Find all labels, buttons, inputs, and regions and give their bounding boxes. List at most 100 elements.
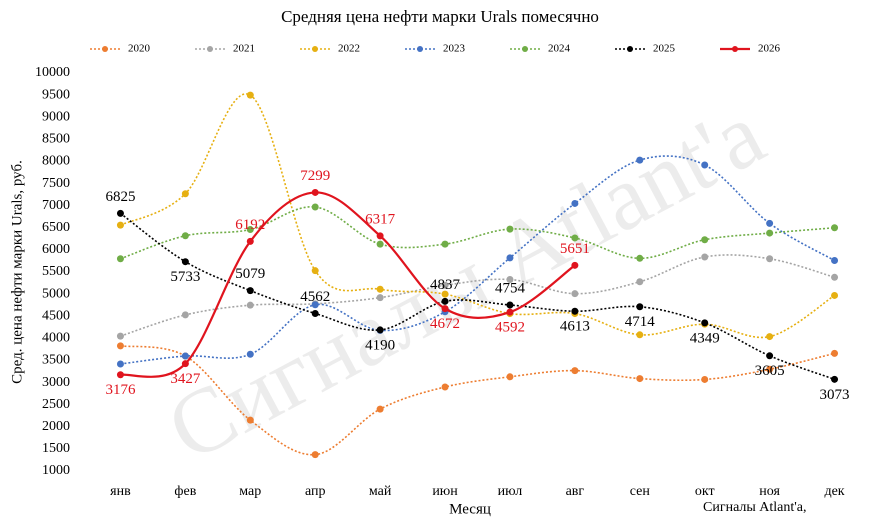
data-label: 3073 <box>820 387 850 403</box>
point <box>311 301 319 309</box>
point <box>116 255 124 263</box>
point <box>311 451 319 459</box>
point <box>506 373 514 381</box>
point <box>831 349 839 357</box>
point <box>376 285 384 293</box>
point <box>636 303 644 311</box>
point <box>831 291 839 299</box>
legend-label: 2026 <box>758 43 781 55</box>
x-tick-label: май <box>369 484 392 499</box>
data-label: 4349 <box>690 330 720 346</box>
point <box>376 326 384 334</box>
annotation: Сигналы Atlant'a, <box>703 500 807 515</box>
point <box>766 333 774 341</box>
point <box>506 225 514 233</box>
legend-marker <box>732 46 738 52</box>
y-tick-label: 8500 <box>42 132 70 147</box>
series-line <box>120 254 835 337</box>
point <box>246 287 254 295</box>
legend-label: 2021 <box>233 43 255 55</box>
x-tick-label: окт <box>695 484 715 499</box>
point <box>766 229 774 237</box>
y-tick-label: 2000 <box>42 419 70 434</box>
y-tick-label: 5500 <box>42 264 70 279</box>
point <box>506 308 514 316</box>
y-axis-label: Сред. цена нефти марки Urals, руб. <box>9 160 25 384</box>
point <box>766 365 774 373</box>
x-axis-label: Месяц <box>449 501 491 517</box>
legend-label: 2022 <box>338 43 360 55</box>
y-tick-label: 9500 <box>42 87 70 102</box>
point <box>441 297 449 305</box>
point <box>571 307 579 315</box>
legend-label: 2023 <box>443 43 466 55</box>
y-tick-label: 5000 <box>42 286 70 301</box>
point <box>441 383 449 391</box>
point <box>181 352 189 360</box>
data-label: 4754 <box>495 280 526 296</box>
point <box>571 290 579 298</box>
data-label: 3176 <box>105 382 136 398</box>
data-label: 4714 <box>625 314 656 330</box>
point <box>116 371 124 379</box>
point <box>571 367 579 375</box>
point <box>181 232 189 240</box>
data-label: 5079 <box>235 266 265 282</box>
point <box>181 311 189 319</box>
data-label: 4562 <box>300 289 330 305</box>
point <box>506 301 514 309</box>
point <box>571 234 579 242</box>
y-tick-label: 2500 <box>42 397 70 412</box>
point <box>766 352 774 360</box>
legend-marker <box>627 46 633 52</box>
x-tick-label: фев <box>174 484 196 499</box>
point <box>116 209 124 217</box>
y-tick-label: 1000 <box>42 463 70 478</box>
x-tick-label: сен <box>630 484 651 499</box>
y-tick-label: 6500 <box>42 220 70 235</box>
point <box>246 416 254 424</box>
data-label: 3427 <box>170 371 201 387</box>
x-tick-label: июн <box>432 484 458 499</box>
legend-label: 2025 <box>653 43 676 55</box>
point <box>376 294 384 302</box>
point <box>181 258 189 266</box>
y-tick-label: 9000 <box>42 109 70 124</box>
legend-label: 2024 <box>548 43 571 55</box>
y-tick-label: 3000 <box>42 375 70 390</box>
point <box>246 91 254 99</box>
point <box>766 219 774 227</box>
y-tick-label: 4000 <box>42 331 70 346</box>
point <box>246 226 254 234</box>
x-tick-label: дек <box>824 484 844 499</box>
y-tick-label: 6000 <box>42 242 70 257</box>
point <box>701 319 709 327</box>
legend-marker <box>207 46 213 52</box>
x-tick-label: мар <box>239 484 261 499</box>
y-tick-label: 8000 <box>42 154 70 169</box>
y-tick-label: 4500 <box>42 308 70 323</box>
x-tick-label: апр <box>305 484 326 499</box>
point <box>701 236 709 244</box>
point <box>116 332 124 340</box>
data-label: 3605 <box>755 363 785 379</box>
point <box>441 281 449 289</box>
point <box>246 301 254 309</box>
point <box>376 232 384 240</box>
point <box>181 190 189 198</box>
legend-marker <box>417 46 423 52</box>
point <box>831 224 839 232</box>
y-tick-label: 7500 <box>42 176 70 191</box>
point <box>311 188 319 196</box>
point <box>376 405 384 413</box>
data-label: 6192 <box>235 217 265 233</box>
point <box>571 261 579 269</box>
y-tick-label: 3500 <box>42 353 70 368</box>
point <box>766 255 774 263</box>
point <box>636 254 644 262</box>
data-label: 6825 <box>105 189 135 205</box>
data-label: 4613 <box>560 319 590 335</box>
point <box>831 257 839 265</box>
chart-title: Средняя цена нефти марки Urals помесячно <box>281 7 599 26</box>
point <box>636 331 644 339</box>
